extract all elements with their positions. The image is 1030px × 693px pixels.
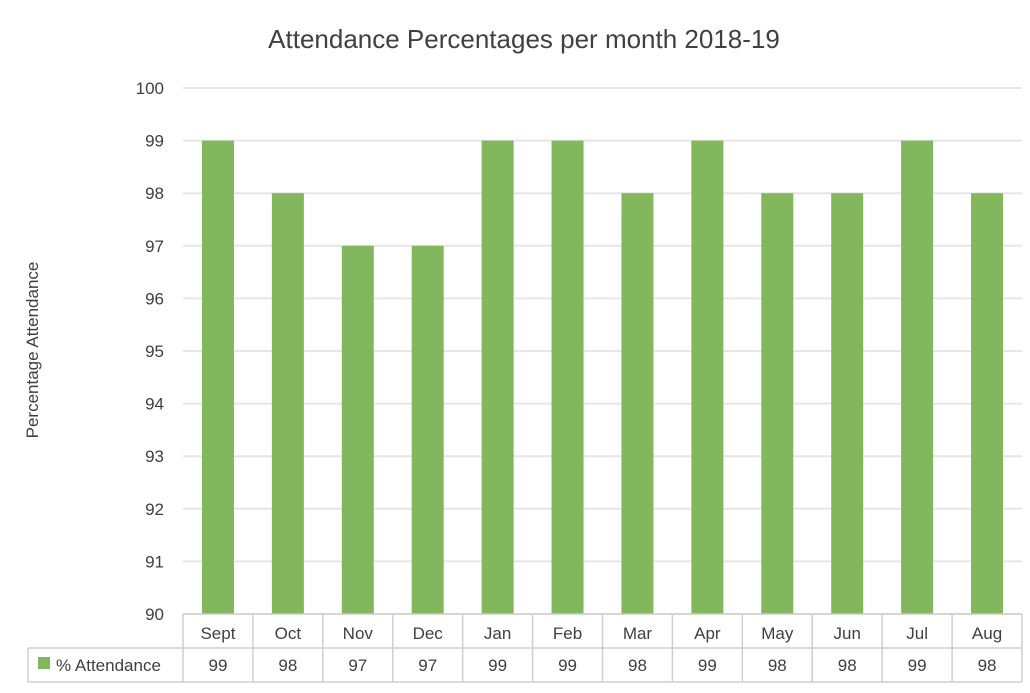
data-value-label: 99 <box>488 656 507 675</box>
gridlines <box>183 87 1022 615</box>
y-tick-label: 95 <box>145 342 164 361</box>
data-value-label: 97 <box>418 656 437 675</box>
bar <box>411 245 444 615</box>
x-category-label: Dec <box>413 624 444 643</box>
data-value-label: 98 <box>768 656 787 675</box>
bar <box>481 140 514 614</box>
legend-swatch <box>38 657 50 669</box>
x-category-label: Jan <box>484 624 511 643</box>
chart-title: Attendance Percentages per month 2018-19 <box>268 24 780 54</box>
data-value-label: 98 <box>978 656 997 675</box>
bar <box>761 193 794 614</box>
y-tick-label: 90 <box>145 605 164 624</box>
x-category-label: Sept <box>200 624 235 643</box>
data-value-label: 98 <box>278 656 297 675</box>
x-category-label: Feb <box>553 624 582 643</box>
bar <box>831 193 864 614</box>
y-tick-label: 100 <box>136 79 164 98</box>
bars <box>201 140 1004 615</box>
legend-label: % Attendance <box>56 656 161 675</box>
y-tick-label: 94 <box>145 395 164 414</box>
data-value-label: 97 <box>348 656 367 675</box>
y-tick-label: 92 <box>145 500 164 519</box>
x-category-label: Jul <box>906 624 928 643</box>
y-tick-label: 91 <box>145 552 164 571</box>
data-value-label: 99 <box>908 656 927 675</box>
data-value-label: 99 <box>208 656 227 675</box>
bar <box>551 140 584 614</box>
y-tick-label: 93 <box>145 447 164 466</box>
x-category-label: Aug <box>972 624 1002 643</box>
bar <box>341 245 374 615</box>
x-category-label: May <box>761 624 794 643</box>
bar <box>971 193 1004 614</box>
data-value-label: 98 <box>838 656 857 675</box>
data-value-label: 99 <box>698 656 717 675</box>
bar <box>901 140 934 614</box>
y-tick-label: 99 <box>145 132 164 151</box>
bar <box>691 140 724 614</box>
x-category-label: Jun <box>833 624 860 643</box>
y-tick-label: 98 <box>145 184 164 203</box>
y-axis-label: Percentage Attendance <box>23 262 42 439</box>
data-value-label: 99 <box>558 656 577 675</box>
data-value-label: 98 <box>628 656 647 675</box>
y-tick-labels: 100 99 98 97 96 95 94 93 92 91 90 <box>136 79 164 624</box>
y-tick-label: 97 <box>145 237 164 256</box>
bar <box>271 193 304 614</box>
bar <box>621 193 654 614</box>
x-category-label: Apr <box>694 624 721 643</box>
x-category-label: Oct <box>275 624 302 643</box>
bar <box>201 140 234 614</box>
x-category-label: Nov <box>343 624 374 643</box>
data-table: Sept Oct Nov Dec Jan Feb Mar Apr May Jun Jul Aug % A… <box>27 613 1023 683</box>
x-category-label: Mar <box>623 624 653 643</box>
y-tick-label: 96 <box>145 289 164 308</box>
